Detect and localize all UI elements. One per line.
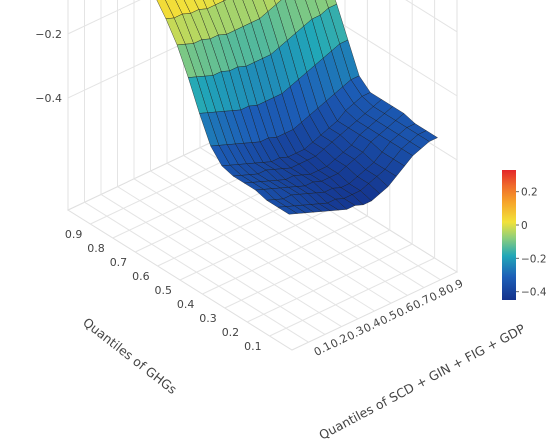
colorbar-gradient (502, 170, 516, 300)
surface-cell (273, 0, 282, 5)
y-tick-label: 0.2 (222, 326, 240, 339)
y-axis-title: Quantiles of GHGs (80, 315, 180, 397)
floor-gridline-x (166, 162, 392, 304)
y-tick-label: 0.6 (132, 270, 150, 283)
y-tick-label: 0.4 (177, 298, 195, 311)
wall-gridline-z (67, 0, 458, 97)
y-tick-label: 0.3 (199, 312, 217, 325)
surface-cell (277, 206, 298, 215)
surface-mesh (156, 0, 439, 215)
floor-gridline-x (183, 154, 408, 296)
z-tick-label: −0.4 (35, 92, 62, 105)
colorbar-tick-label: −0.4 (521, 287, 547, 299)
colorbar-tick-label: 0.2 (521, 187, 538, 199)
colorbar: 0.2 0 −0.2 −0.4 (502, 170, 547, 300)
y-tick-label: 0.5 (155, 284, 173, 297)
colorbar-tick-label: 0 (521, 220, 528, 232)
y-tick-label: 0.7 (110, 256, 128, 269)
y-tick-label: 0.9 (65, 228, 83, 241)
z-tick-label: −0.2 (35, 28, 62, 41)
colorbar-tick-label: −0.2 (521, 253, 547, 265)
axis-tick-labels: 0.10.20.30.40.50.60.70.80.90.10.20.30.40… (35, 28, 465, 359)
y-tick-label: 0.8 (87, 242, 105, 255)
y-tick-label: 0.1 (244, 340, 262, 353)
floor-gridline-y (179, 201, 346, 281)
